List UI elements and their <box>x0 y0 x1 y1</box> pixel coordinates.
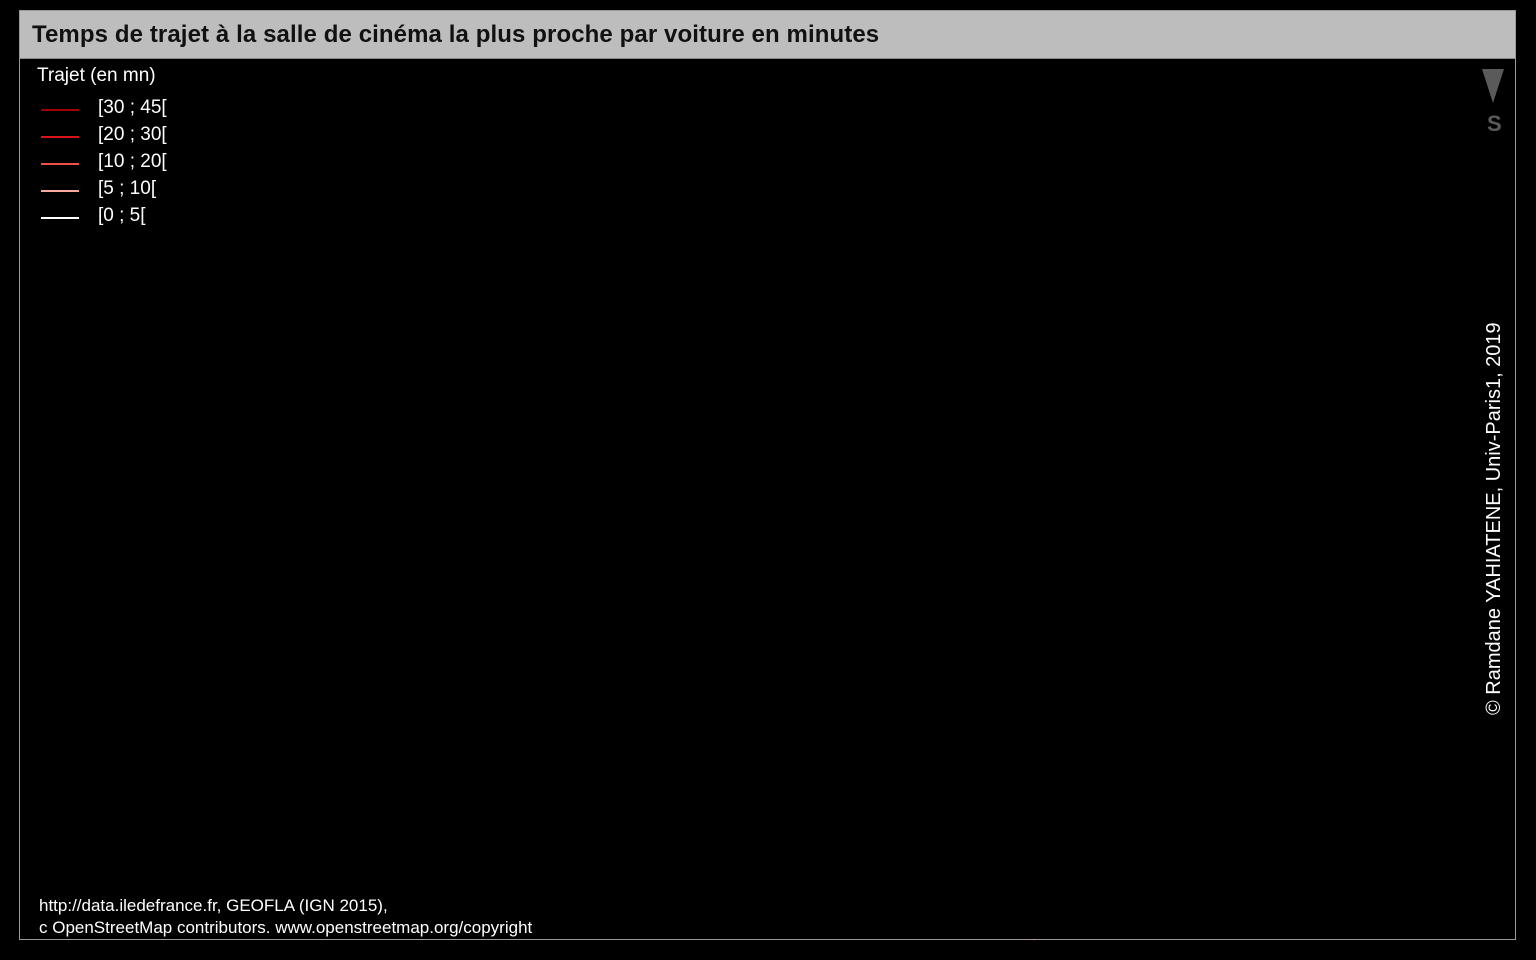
legend-item: [5 ; 10[ <box>37 176 237 203</box>
legend-swatch <box>41 136 79 138</box>
map-title: Temps de trajet à la salle de cinéma la … <box>32 21 880 48</box>
legend-label: [0 ; 5[ <box>98 205 146 226</box>
legend-label: [20 ; 30[ <box>98 124 167 145</box>
legend-item: [0 ; 5[ <box>37 203 237 230</box>
legend-label: [5 ; 10[ <box>98 178 157 199</box>
source-line: c OpenStreetMap contributors. www.openst… <box>39 918 533 937</box>
legend-label: [30 ; 45[ <box>98 97 167 118</box>
legend-swatch <box>41 163 79 165</box>
north-arrow: S <box>1478 67 1508 137</box>
author-credit: © Ramdane YAHIATENE, Univ-Paris1, 2019 <box>1483 322 1505 715</box>
north-arrow-icon <box>1482 69 1504 103</box>
title-bar: Temps de trajet à la salle de cinéma la … <box>20 11 1515 59</box>
legend-item: [30 ; 45[ <box>37 95 237 122</box>
legend: Trajet (en mn) [30 ; 45[ [20 ; 30[ [10 ;… <box>37 65 237 230</box>
legend-swatch <box>41 217 79 219</box>
source-line: http://data.iledefrance.fr, GEOFLA (IGN … <box>39 896 388 915</box>
north-arrow-label: S <box>1487 111 1502 136</box>
legend-swatch <box>41 109 79 111</box>
legend-label: [10 ; 20[ <box>98 151 167 172</box>
data-source: http://data.iledefrance.fr, GEOFLA (IGN … <box>39 895 532 939</box>
legend-swatch <box>41 190 79 192</box>
legend-item: [10 ; 20[ <box>37 149 237 176</box>
legend-title: Trajet (en mn) <box>37 65 156 86</box>
legend-item: [20 ; 30[ <box>37 122 237 149</box>
map-frame: Temps de trajet à la salle de cinéma la … <box>19 10 1516 940</box>
